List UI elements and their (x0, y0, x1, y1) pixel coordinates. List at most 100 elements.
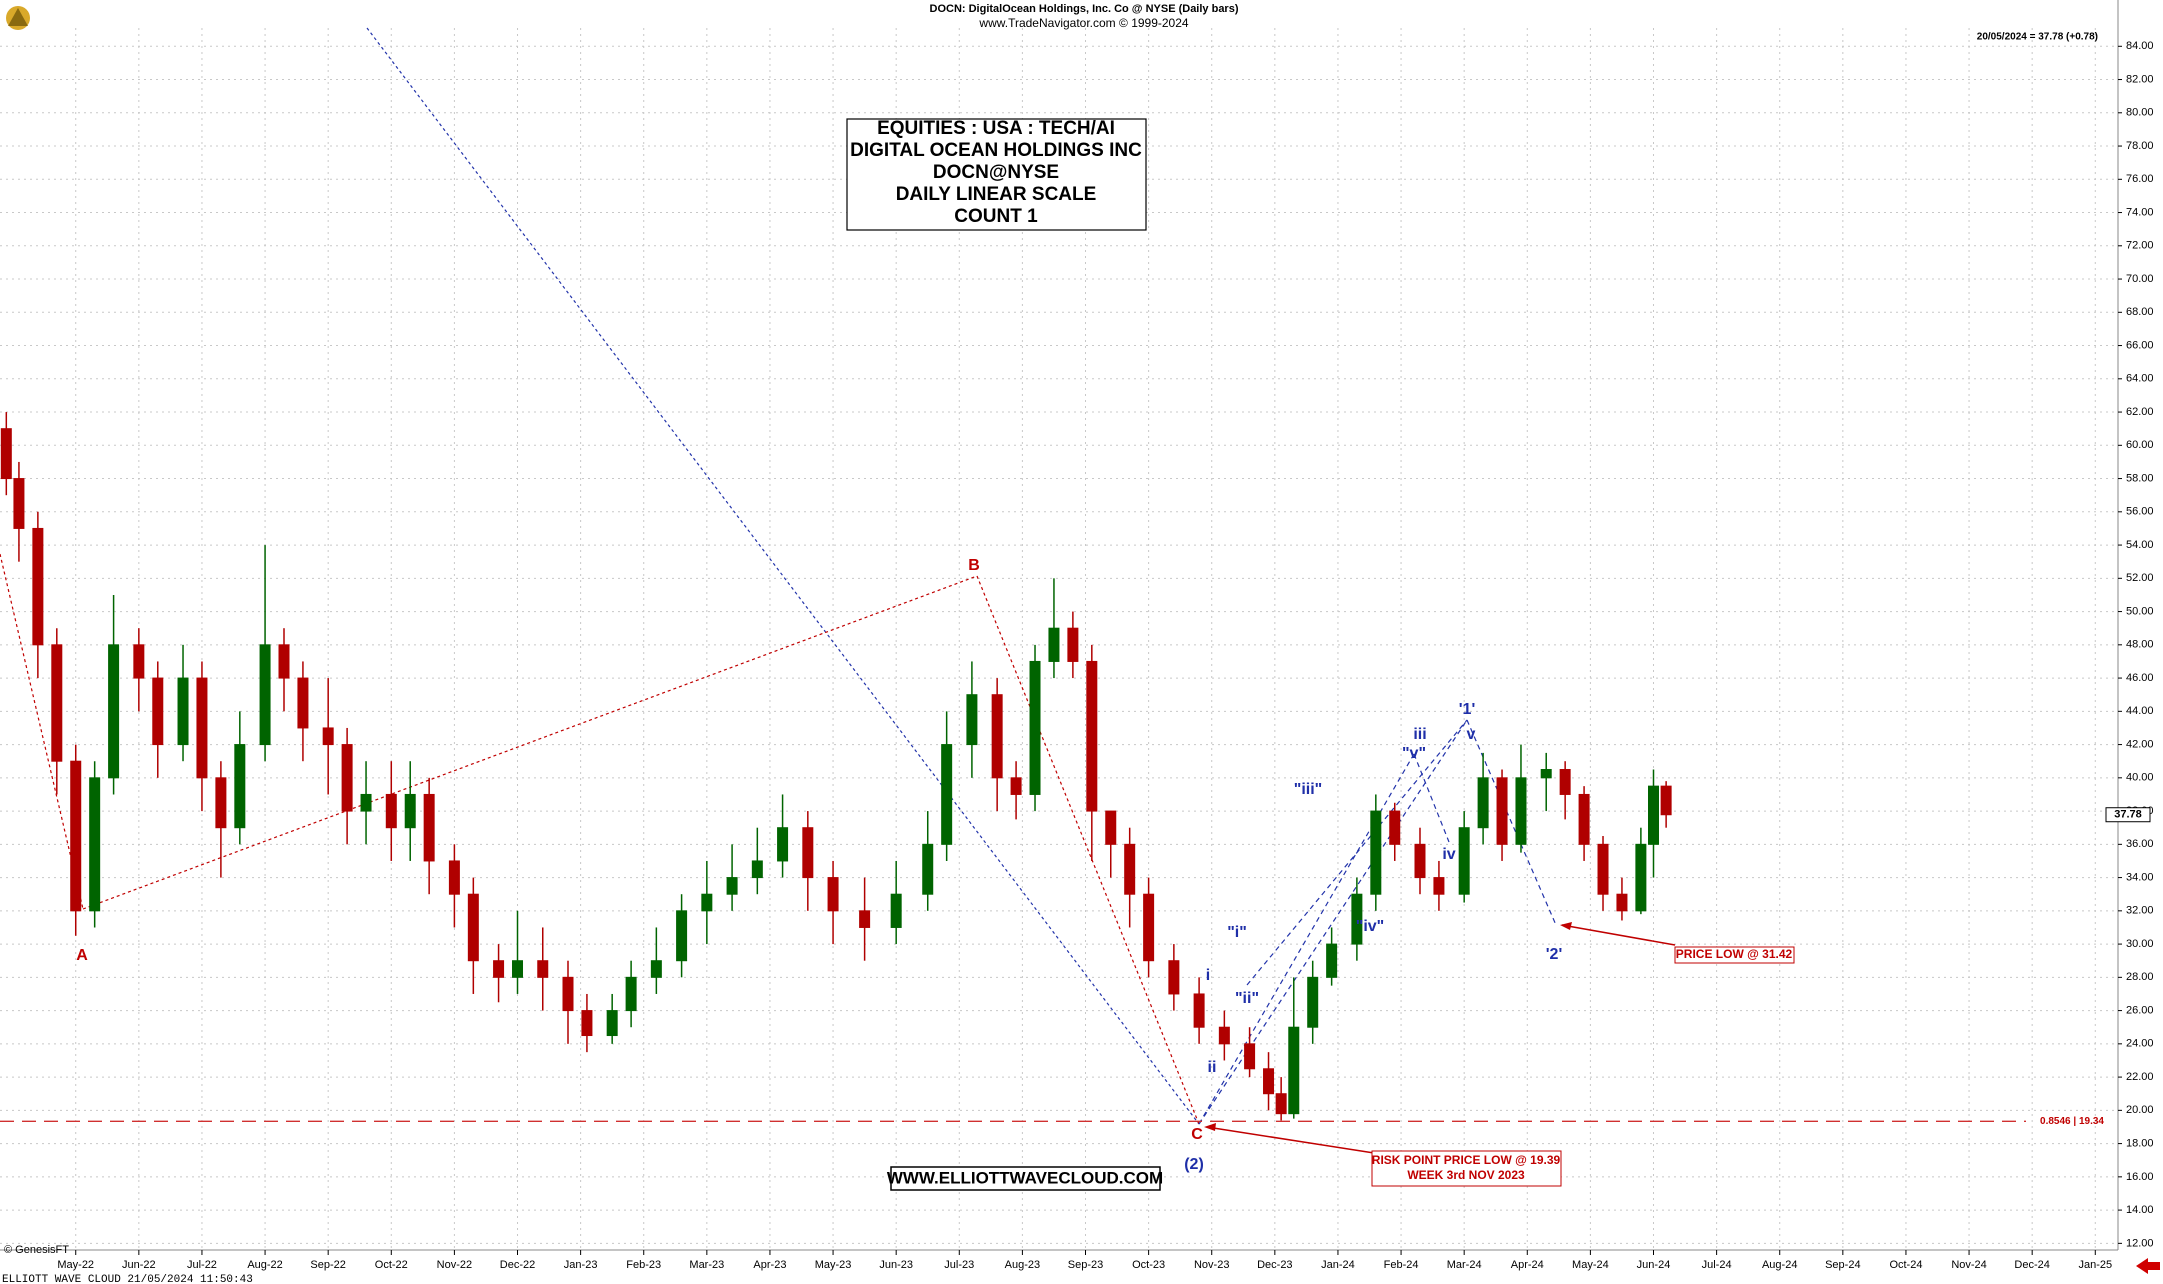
wave-label: "i" (1227, 924, 1247, 941)
y-tick-label: 56.00 (2126, 506, 2154, 518)
y-tick-label: 24.00 (2126, 1038, 2154, 1050)
candle-body (32, 527, 44, 646)
x-tick-label: Jan-23 (564, 1259, 598, 1271)
y-tick-label: 36.00 (2126, 838, 2154, 850)
y-tick-label: 46.00 (2126, 672, 2154, 684)
risk-box (1371, 1150, 1562, 1187)
info-line: DAILY LINEAR SCALE (896, 184, 1097, 205)
candle-body (1597, 843, 1609, 895)
candle-body (448, 860, 460, 895)
y-tick-label: 28.00 (2126, 971, 2154, 983)
candle-body (1458, 827, 1470, 895)
candle-body (1515, 777, 1527, 845)
candle-body (1540, 769, 1552, 779)
wave-label: iv (1442, 846, 1455, 863)
candle-body (1244, 1043, 1256, 1070)
y-tick-label: 40.00 (2126, 772, 2154, 784)
y-tick-label: 78.00 (2126, 140, 2154, 152)
candle-body (606, 1010, 618, 1037)
price-low-box (1674, 946, 1795, 964)
y-tick-label: 26.00 (2126, 1004, 2154, 1016)
header-title: DOCN: DigitalOcean Holdings, Inc. Co @ N… (930, 3, 1239, 15)
candle-body (562, 976, 574, 1012)
y-tick-label: 70.00 (2126, 273, 2154, 285)
candle-body (70, 760, 82, 912)
candle-body (859, 910, 871, 928)
y-tick-label: 64.00 (2126, 373, 2154, 385)
y-tick-label: 60.00 (2126, 439, 2154, 451)
y-tick-label: 44.00 (2126, 705, 2154, 717)
wave-label: A (76, 947, 88, 964)
wave-label: iii (1413, 726, 1426, 743)
candle-body (1067, 627, 1079, 662)
wave-label: ii (1208, 1059, 1217, 1076)
candle-body (777, 827, 789, 862)
scroll-arrow (2136, 1258, 2160, 1274)
candle-body (802, 827, 814, 879)
candle-body (385, 793, 397, 829)
y-tick-label: 50.00 (2126, 605, 2154, 617)
candle-body (751, 860, 763, 879)
candle-body (278, 644, 290, 679)
wave-label: C (1191, 1126, 1203, 1143)
wave-label: v (1467, 726, 1476, 743)
y-tick-label: 66.00 (2126, 339, 2154, 351)
x-tick-label: Aug-22 (247, 1259, 282, 1271)
logo (6, 6, 30, 30)
candle-body (1193, 993, 1205, 1028)
y-tick-label: 14.00 (2126, 1204, 2154, 1216)
x-tick-label: Nov-23 (1194, 1259, 1229, 1271)
wave-label: "ii" (1235, 990, 1259, 1007)
candle-body (0, 428, 12, 480)
y-tick-label: 22.00 (2126, 1071, 2154, 1083)
candle-body (259, 644, 271, 746)
x-tick-label: Sep-22 (310, 1259, 345, 1271)
wave-label: "iii" (1294, 781, 1323, 798)
x-tick-label: May-22 (57, 1259, 94, 1271)
candle-body (360, 793, 372, 812)
candle-body (341, 744, 353, 812)
candle-body (467, 893, 479, 962)
trendline (976, 575, 1200, 1125)
info-line: DIGITAL OCEAN HOLDINGS INC (850, 140, 1142, 161)
risk-note: WEEK 3rd NOV 2023 (1407, 1168, 1525, 1182)
candle-body (676, 910, 688, 962)
note-arrow-head (1560, 922, 1572, 930)
risk-level: 0.8546 | 19.34 37.78 (0, 807, 2151, 1127)
candle-body (726, 877, 738, 895)
y-tick-label: 76.00 (2126, 173, 2154, 185)
x-tick-label: Jun-22 (122, 1259, 156, 1271)
candle-body (1048, 627, 1060, 662)
candle-body (1433, 877, 1445, 895)
wave-label: (2) (1184, 1156, 1204, 1173)
last-price-label: 37.78 (2114, 809, 2142, 821)
y-tick-label: 30.00 (2126, 938, 2154, 950)
y-tick-label: 74.00 (2126, 206, 2154, 218)
candle-body (1010, 777, 1022, 795)
candle-body (322, 727, 334, 746)
x-tick-label: Jul-23 (944, 1259, 974, 1271)
wave-label: '2' (1546, 946, 1563, 963)
y-tick-label: 58.00 (2126, 472, 2154, 484)
x-tick-label: Dec-22 (500, 1259, 535, 1271)
x-tick-label: Oct-22 (375, 1259, 408, 1271)
x-tick-label: Apr-24 (1511, 1259, 1544, 1271)
x-tick-label: Jul-24 (1702, 1259, 1732, 1271)
x-tick-label: Jun-23 (879, 1259, 913, 1271)
candle-body (1124, 843, 1136, 895)
x-tick-label: Feb-23 (626, 1259, 661, 1271)
candle-body (625, 976, 637, 1012)
x-tick-label: Apr-23 (753, 1259, 786, 1271)
y-tick-label: 52.00 (2126, 572, 2154, 584)
info-box (846, 118, 1147, 231)
y-tick-label: 48.00 (2126, 639, 2154, 651)
candle-body (404, 793, 416, 829)
last-price-note: 20/05/2024 = 37.78 (+0.78) (1977, 32, 2098, 43)
x-tick-label: Aug-23 (1005, 1259, 1040, 1271)
x-tick-label: Nov-24 (1951, 1259, 1986, 1271)
x-tick-label: Jun-24 (1637, 1259, 1671, 1271)
candle-body (215, 777, 227, 829)
note-arrow-head (1204, 1123, 1216, 1131)
x-tick-label: Jul-22 (187, 1259, 217, 1271)
